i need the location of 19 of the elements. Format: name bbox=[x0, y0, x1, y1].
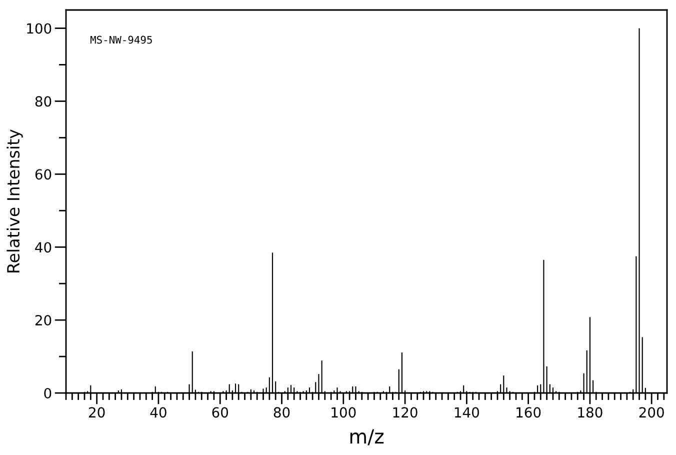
x-tick-label: 200 bbox=[639, 407, 664, 418]
y-tick-label: 20 bbox=[35, 315, 52, 326]
y-axis-title: Relative Intensity bbox=[6, 129, 23, 272]
x-tick-label: 180 bbox=[578, 407, 602, 418]
x-tick-label: 100 bbox=[332, 407, 356, 418]
x-tick-label: 160 bbox=[516, 407, 541, 418]
y-tick-label: 0 bbox=[44, 388, 52, 398]
y-tick-label: 100 bbox=[27, 23, 52, 34]
x-tick-label: 20 bbox=[89, 407, 105, 418]
x-tick-label: 120 bbox=[393, 407, 418, 418]
y-tick-label: 40 bbox=[35, 242, 52, 253]
x-tick-label: 60 bbox=[212, 407, 228, 418]
x-axis-title: m/z bbox=[350, 429, 384, 446]
x-tick-label: 40 bbox=[150, 407, 166, 418]
y-tick-label: 80 bbox=[35, 96, 52, 107]
x-tick-label: 80 bbox=[274, 407, 290, 418]
annotation: MS-NW-9495 bbox=[90, 36, 152, 44]
y-tick-label: 60 bbox=[35, 169, 52, 180]
x-tick-label: 140 bbox=[454, 407, 479, 418]
